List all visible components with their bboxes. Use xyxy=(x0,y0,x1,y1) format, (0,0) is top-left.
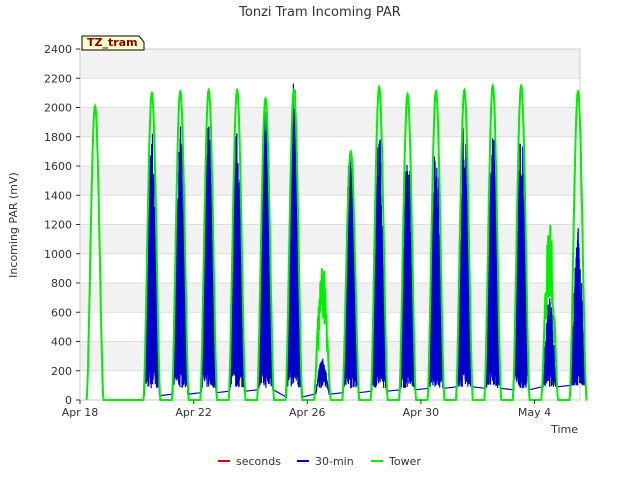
x-tick-label: Apr 22 xyxy=(175,406,212,419)
grid-band xyxy=(80,78,580,108)
y-tick-label: 1600 xyxy=(44,160,72,173)
y-tick-label: 600 xyxy=(51,306,72,319)
x-tick-label: Apr 26 xyxy=(289,406,326,419)
x-tick-label: Apr 30 xyxy=(403,406,440,419)
y-tick-label: 2000 xyxy=(44,102,72,115)
y-tick-label: 1000 xyxy=(44,248,72,261)
legend-label: 30-min xyxy=(315,455,354,468)
series-tower xyxy=(85,83,588,401)
site-tag-text: TZ_tram xyxy=(87,36,138,49)
y-tick-label: 1400 xyxy=(44,189,72,202)
y-tick-label: 2200 xyxy=(44,72,72,85)
legend-label: seconds xyxy=(236,455,281,468)
y-tick-label: 1800 xyxy=(44,131,72,144)
grid-band xyxy=(80,107,580,137)
x-tick-label: May 4 xyxy=(518,406,551,419)
legend: seconds 30-min Tower xyxy=(218,455,421,468)
y-tick-label: 1200 xyxy=(44,219,72,232)
y-tick-label: 0 xyxy=(65,394,72,407)
site-tag-box xyxy=(81,35,145,51)
legend-label: Tower xyxy=(388,455,421,468)
x-tick-label: Apr 18 xyxy=(62,406,99,419)
series-30-min xyxy=(143,83,586,399)
y-tick-label: 800 xyxy=(51,277,72,290)
x-axis-label: Time xyxy=(550,423,578,436)
y-tick-label: 400 xyxy=(51,336,72,349)
thirty-min-line xyxy=(143,83,586,399)
y-axis: 0 200 400 600 800 1000 1200 1400 1600 1800 2000 220… xyxy=(44,43,80,407)
grid-band xyxy=(80,49,580,79)
site-tag: TZ_tram xyxy=(81,35,145,51)
y-axis-label: Incoming PAR (mV) xyxy=(7,172,20,278)
y-tick-label: 2400 xyxy=(44,43,72,56)
x-axis: Apr 18 Apr 22 Apr 26 Apr 30 May 4 xyxy=(62,400,551,419)
y-tick-label: 200 xyxy=(51,365,72,378)
tower-line xyxy=(85,83,588,401)
chart-title: Tonzi Tram Incoming PAR xyxy=(238,5,401,20)
